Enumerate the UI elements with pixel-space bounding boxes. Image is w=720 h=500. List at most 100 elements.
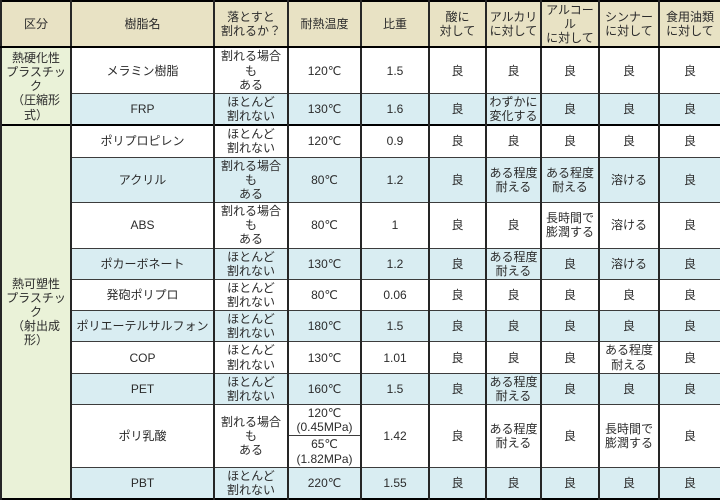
header-alkali: アルカリ に対して	[485, 0, 542, 49]
cell-gravity: 1.01	[360, 341, 430, 374]
header-breaks: 落とすと 割れるか？	[213, 0, 289, 49]
cell-thinner: 良	[598, 46, 660, 94]
cell-gravity: 0.9	[360, 124, 430, 158]
cell-oil: 良	[658, 278, 720, 312]
cell-alcohol: 良	[540, 404, 600, 468]
cell-breaks: ほとんど 割れない	[213, 372, 289, 406]
cell-oil: 良	[658, 46, 720, 94]
cell-heat: 130℃	[287, 92, 362, 126]
header-category: 区分	[0, 0, 72, 49]
cell-alkali: ある程度 耐える	[485, 372, 542, 406]
table-row: ポリエーテルサルフォン ほとんど 割れない 180℃ 1.5 良良良良良	[1, 310, 720, 343]
header-oil: 食用油類 に対して	[658, 0, 720, 49]
cell-name: ポカーボネート	[70, 247, 215, 280]
cell-thinner: 溶ける	[598, 247, 660, 280]
header-row: 区分 樹脂名 落とすと 割れるか？ 耐熱温度 比重 酸に 対して アルカリ に対して アルコー…	[0, 0, 720, 49]
cell-heat: 120℃	[287, 46, 362, 94]
header-thinner: シンナー に対して	[598, 0, 660, 49]
cell-alcohol: 良	[540, 341, 600, 374]
cell-alcohol: 良	[540, 92, 600, 126]
cell-gravity: 1.42	[360, 404, 430, 468]
cell-acid: 良	[428, 341, 487, 374]
cell-thinner: 良	[598, 372, 660, 406]
table-row: ポカーボネート ほとんど 割れない 130℃ 1.2 良ある程度 耐える良溶ける良	[1, 247, 720, 280]
cell-acid: 良	[428, 404, 487, 468]
header-gravity: 比重	[360, 0, 430, 49]
cell-alkali: 良	[485, 341, 542, 374]
cell-alkali: ある程度 耐える	[485, 156, 542, 204]
cell-alcohol: ある程度 耐える	[540, 156, 600, 204]
cell-name: 発砲ポリプロ	[70, 278, 215, 312]
cell-acid: 良	[428, 124, 487, 158]
table-row: ABS 割れる場合も ある 80℃ 1 良良長時間で 膨潤する 溶ける良	[1, 202, 720, 249]
cell-gravity: 1.5	[360, 372, 430, 406]
cell-oil: 良	[658, 404, 720, 468]
cell-alkali: 良	[485, 46, 542, 94]
cell-breaks: ほとんど 割れない	[213, 278, 289, 312]
cell-acid: 良	[428, 278, 487, 312]
cell-alcohol: 良	[540, 46, 600, 94]
cell-thinner: 良	[598, 278, 660, 312]
cell-breaks: ほとんど 割れない	[213, 92, 289, 126]
cell-gravity: 1.2	[360, 156, 430, 204]
header-heat: 耐熱温度	[287, 0, 362, 49]
cell-thinner: 溶ける	[598, 156, 660, 204]
cell-heat: 120℃ (0.45MPa)	[287, 404, 362, 437]
cell-alkali: 良	[485, 202, 542, 249]
table-row: アクリル 割れる場合も ある 80℃ 1.2 良ある程度 耐える ある程度 耐える 溶ける良	[1, 156, 720, 204]
header-acid: 酸に 対して	[428, 0, 487, 49]
header-alcohol: アルコール に対して	[540, 0, 600, 49]
cell-thinner: 良	[598, 124, 660, 158]
cell-oil: 良	[658, 310, 720, 343]
cell-acid: 良	[428, 202, 487, 249]
cell-acid: 良	[428, 466, 487, 500]
table-row: ポリ乳酸 割れる場合も ある 120℃ (0.45MPa) 1.42 良ある程度 耐える…	[1, 404, 720, 468]
cell-thinner: 良	[598, 310, 660, 343]
cell-name: FRP	[70, 92, 215, 126]
cell-oil: 良	[658, 124, 720, 158]
cell-heat: 80℃	[287, 278, 362, 312]
cell-alcohol: 良	[540, 372, 600, 406]
cell-heat: 160℃	[287, 372, 362, 406]
cell-heat: 80℃	[287, 156, 362, 204]
cell-gravity: 1.5	[360, 310, 430, 343]
cell-acid: 良	[428, 372, 487, 406]
cell-alkali: ある程度 耐える	[485, 247, 542, 280]
table-row: 熱硬化性 プラスチック （圧縮形式） メラミン樹脂 割れる場合も ある 120℃ 1.5…	[0, 46, 720, 126]
cell-alkali: 良	[485, 278, 542, 312]
cell-gravity: 1.5	[360, 46, 430, 94]
cell-alcohol: 良	[540, 278, 600, 312]
table-row: PBT ほとんど 割れない 220℃ 1.55 良良良良良	[1, 466, 720, 500]
cell-name: PBT	[70, 466, 215, 500]
cell-heat: 80℃	[287, 202, 362, 249]
table-row: COP ほとんど 割れない 130℃ 1.01 良良良ある程度 耐える良	[1, 341, 720, 374]
cell-thinner: 良	[598, 92, 660, 126]
cell-acid: 良	[428, 46, 487, 94]
cell-gravity: 1.55	[360, 466, 430, 500]
cell-acid: 良	[428, 247, 487, 280]
cell-thinner: ある程度 耐える	[598, 341, 660, 374]
cell-category: 熱硬化性 プラスチック （圧縮形式）	[0, 46, 72, 126]
cell-alcohol: 長時間で 膨潤する	[540, 202, 600, 249]
cell-alcohol: 良	[540, 124, 600, 158]
cell-acid: 良	[428, 92, 487, 126]
cell-breaks: 割れる場合も ある	[213, 46, 289, 94]
cell-acid: 良	[428, 156, 487, 204]
cell-thinner: 溶ける	[598, 202, 660, 249]
cell-acid: 良	[428, 310, 487, 343]
cell-name: PET	[70, 372, 215, 406]
cell-heat: 130℃	[287, 247, 362, 280]
cell-gravity: 0.06	[360, 278, 430, 312]
cell-heat: 130℃	[287, 341, 362, 374]
cell-heat: 180℃	[287, 310, 362, 343]
cell-gravity: 1	[360, 202, 430, 249]
cell-name: ポリプロピレン	[70, 124, 215, 158]
cell-category: 熱可塑性 プラスチック （射出成形）	[0, 124, 72, 500]
cell-gravity: 1.6	[360, 92, 430, 126]
cell-alkali: 良	[485, 124, 542, 158]
cell-heat: 220℃	[287, 466, 362, 500]
cell-alkali: ある程度 耐える	[485, 404, 542, 468]
cell-name: ポリ乳酸	[70, 404, 215, 468]
